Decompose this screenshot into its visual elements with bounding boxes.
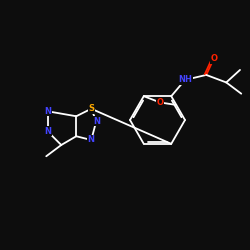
Text: N: N xyxy=(44,127,51,136)
Text: N: N xyxy=(88,136,95,144)
Text: S: S xyxy=(88,104,94,113)
Text: O: O xyxy=(156,98,164,107)
Text: N: N xyxy=(44,107,51,116)
Text: NH: NH xyxy=(178,76,192,84)
Text: N: N xyxy=(93,117,100,126)
Text: O: O xyxy=(210,54,217,63)
